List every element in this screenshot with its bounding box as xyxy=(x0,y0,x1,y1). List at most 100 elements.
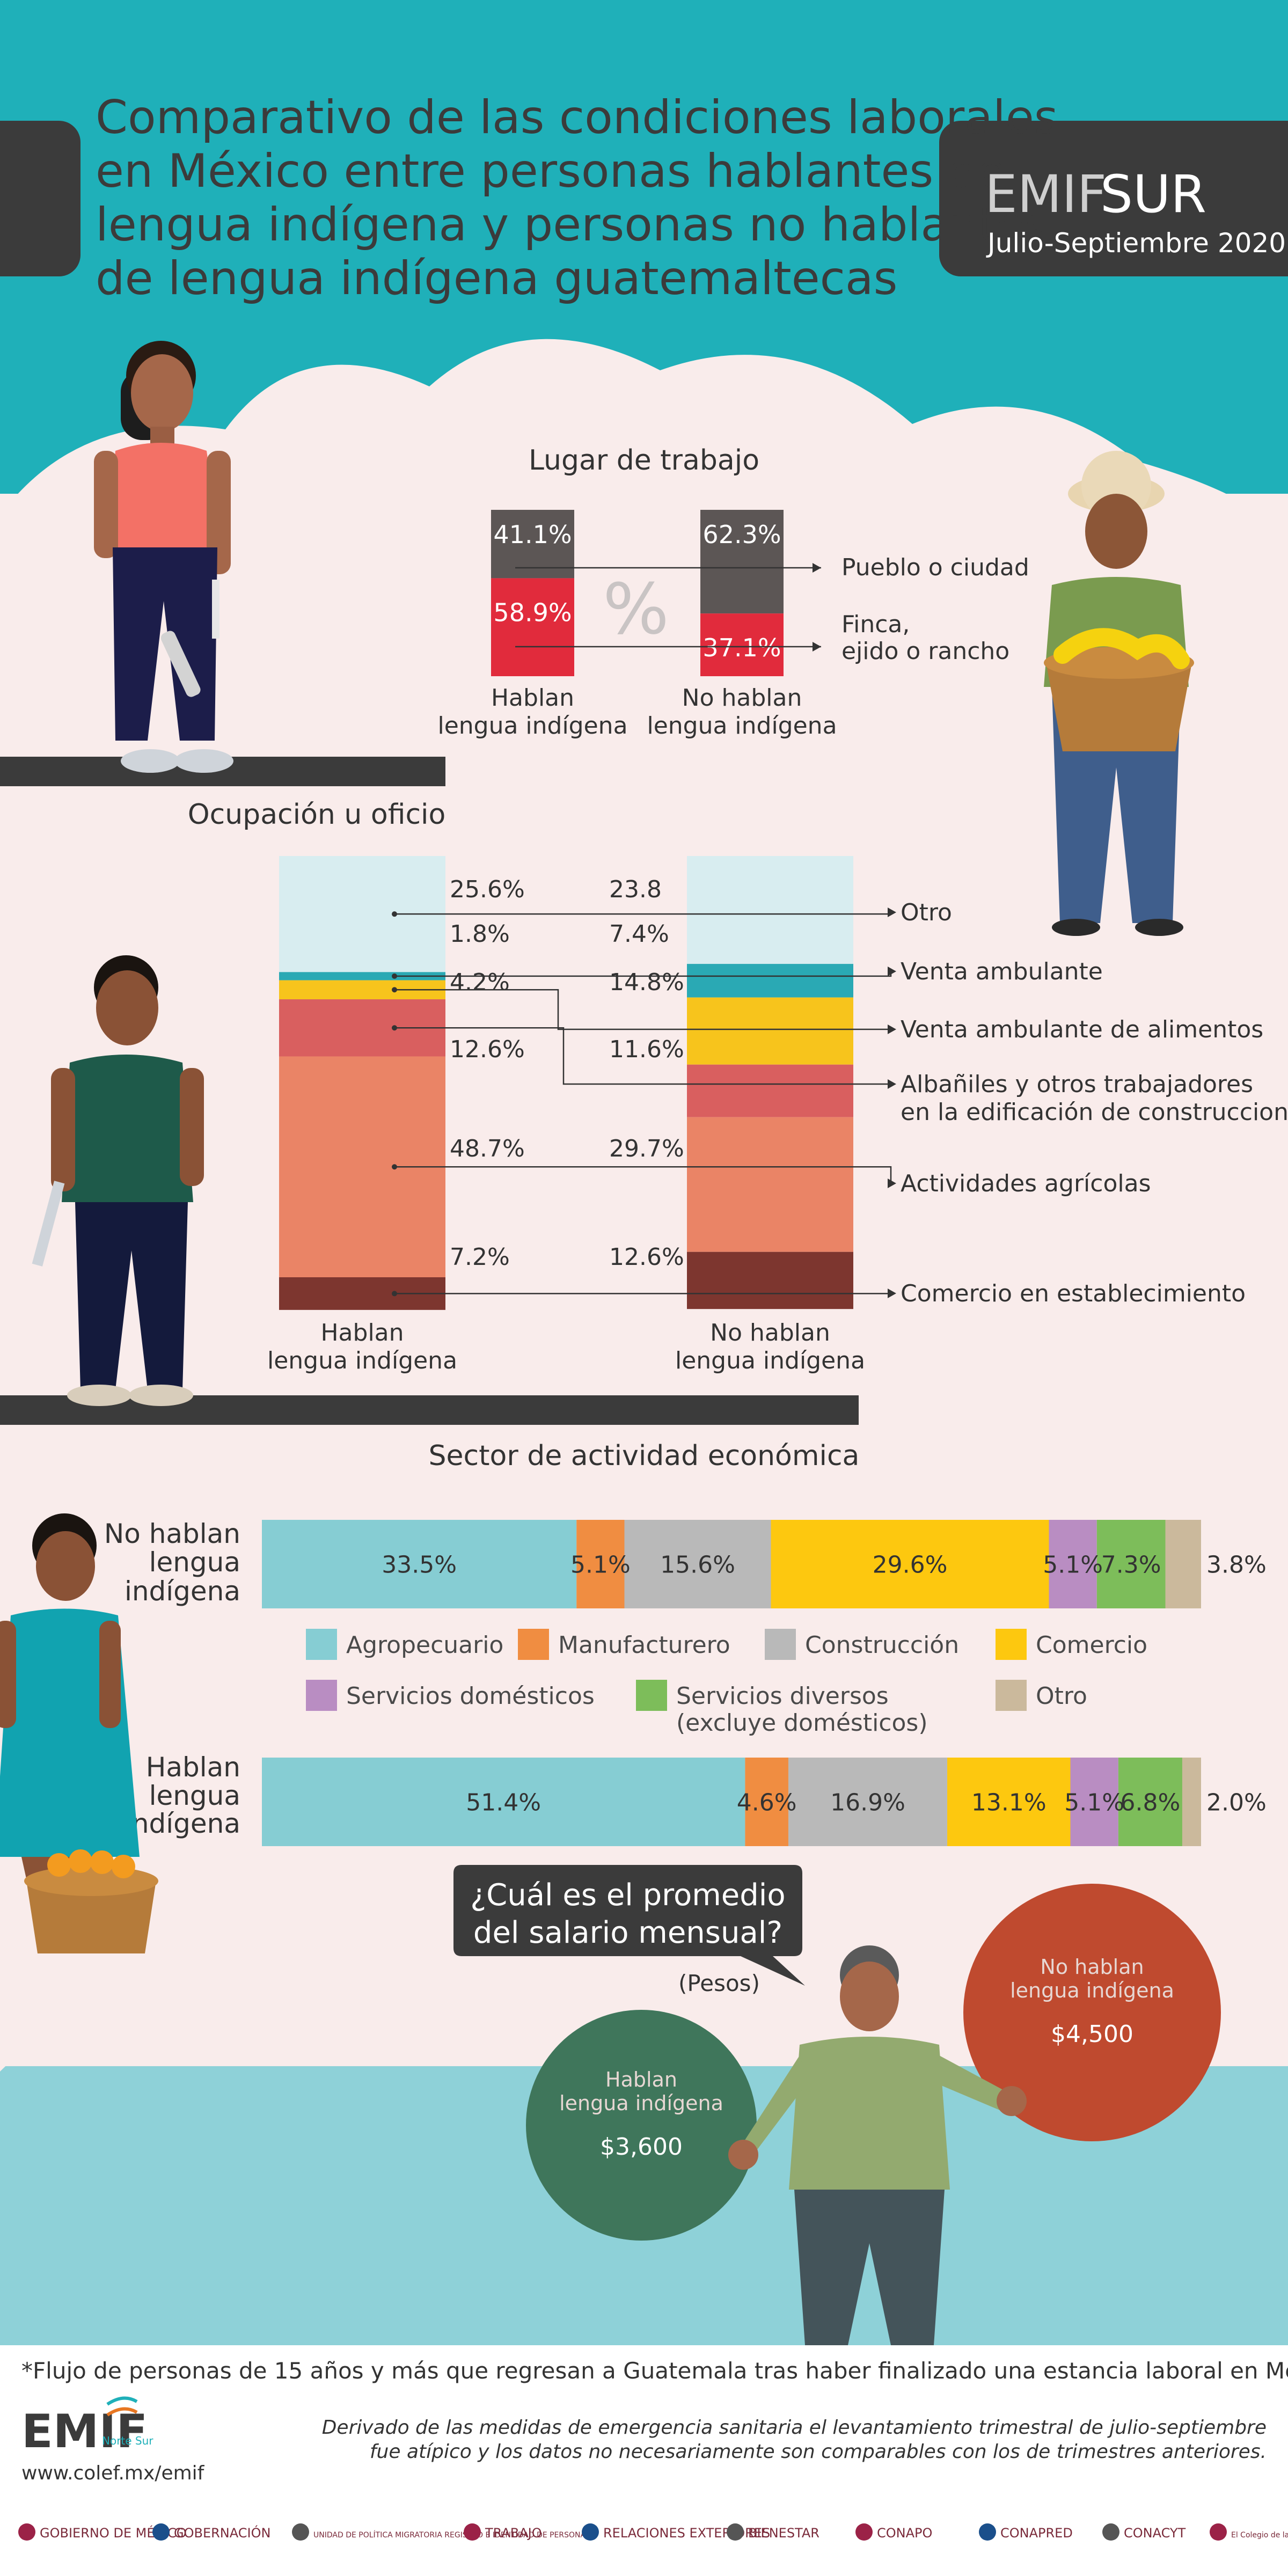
woman-painter-illustration xyxy=(94,341,233,773)
title-line: en México entre personas hablantes de xyxy=(96,144,1006,198)
sector-value: 15.6% xyxy=(660,1552,735,1579)
sponsor-logo: TRABAJO xyxy=(464,2523,542,2541)
salary-label: lengua indígena xyxy=(559,2091,723,2115)
footnote: *Flujo de personas de 15 años y más que … xyxy=(21,2358,1288,2384)
legend-label: Servicios diversos xyxy=(676,1682,889,1710)
emif-logo: EMIF Norte Sur xyxy=(21,2396,153,2458)
salary-value: $3,600 xyxy=(600,2133,683,2161)
sector-value: 5.1% xyxy=(570,1552,631,1579)
legend-label: Agropecuario xyxy=(346,1631,503,1659)
man-wrench-illustration xyxy=(32,955,204,1406)
sector-segment xyxy=(1070,1758,1118,1846)
sponsor-name: CONACYT xyxy=(1124,2526,1186,2541)
ocupacion-no-hablan-value: 23.8 xyxy=(609,876,662,903)
sector-value: 33.5% xyxy=(382,1552,457,1579)
sponsor-name: El Colegio de la Frontera Norte xyxy=(1231,2531,1288,2540)
ocupacion-hablan-value: 48.7% xyxy=(450,1135,525,1162)
sector-row-label: indígena xyxy=(125,1808,240,1839)
legend-item: Manufacturero xyxy=(518,1629,730,1660)
ocupacion-no-hablan-value: 11.6% xyxy=(609,1036,684,1063)
sector-value: 7.3% xyxy=(1101,1552,1161,1579)
brand-emif: EMIF xyxy=(985,164,1107,224)
lugar-bar-pueblo xyxy=(700,510,784,614)
ocupacion-bar-no-hablan xyxy=(687,997,853,1065)
ocupacion-title: Ocupación u oficio xyxy=(188,799,446,831)
sponsor-logo: El Colegio de la Frontera Norte xyxy=(1210,2523,1288,2541)
website-link[interactable]: www.colef.mx/emif xyxy=(21,2462,205,2484)
salary-circle xyxy=(963,1884,1221,2141)
sponsor-logo: BIENESTAR xyxy=(727,2523,819,2541)
legend-label: Servicios domésticos xyxy=(346,1682,595,1710)
lugar-cat-finca: ejido o rancho xyxy=(841,638,1009,665)
man-presenting-illustration xyxy=(728,1945,1027,2345)
man-bananas-illustration xyxy=(1044,451,1194,936)
sector-row-label: Hablan xyxy=(146,1752,240,1783)
sector-chart: 33.5% 5.1% 15.6% 29.6% 5.1%7.3% 3.8%No hablan… xyxy=(104,1518,1267,1846)
sector-segment xyxy=(1165,1520,1201,1608)
sponsor-name: GOBERNACIÓN xyxy=(174,2524,270,2541)
salary-value: $4,500 xyxy=(1051,2021,1133,2048)
sponsor-logo: UNIDAD DE POLÍTICA MIGRATORIA REGISTRO E… xyxy=(292,2523,590,2541)
legend-swatch xyxy=(518,1629,549,1660)
sector-value: 6.8% xyxy=(1121,1789,1181,1817)
lugar-cat-pueblo: Pueblo o ciudad xyxy=(841,554,1029,581)
lugar-pueblo-value: 41.1% xyxy=(493,520,572,549)
sector-row-label: lengua xyxy=(149,1547,240,1578)
legend-swatch xyxy=(636,1680,667,1711)
sector-value: 3.8% xyxy=(1206,1552,1267,1579)
ocupacion-row: 1.8% 7.4% Venta ambulante xyxy=(392,920,1103,985)
ocupacion-bar-no-hablan xyxy=(687,1252,853,1309)
ocupacion-category: Albañiles y otros trabajadores xyxy=(901,1071,1253,1098)
sponsor-logo: CONACYT xyxy=(1102,2523,1186,2541)
legend-swatch xyxy=(306,1680,337,1711)
legend-swatch xyxy=(996,1680,1027,1711)
ocupacion-group-label: Hablan xyxy=(320,1319,404,1346)
lugar-group-label: lengua indígena xyxy=(437,712,627,740)
ocupacion-no-hablan-value: 7.4% xyxy=(609,920,669,948)
sponsor-name: UNIDAD DE POLÍTICA MIGRATORIA REGISTRO E… xyxy=(313,2530,590,2540)
legend-label: (excluye domésticos) xyxy=(676,1709,928,1737)
legend-swatch xyxy=(306,1629,337,1660)
brand-box xyxy=(939,121,1288,276)
disclaimer-line: Derivado de las medidas de emergencia sa… xyxy=(322,2417,1267,2439)
ocupacion-hablan-value: 1.8% xyxy=(450,920,510,948)
left-tab xyxy=(0,121,80,276)
sector-value: 13.1% xyxy=(971,1789,1046,1817)
legend-item: Comercio xyxy=(996,1629,1147,1660)
logo-sub: Norte Sur xyxy=(102,2434,153,2447)
legend-label: Manufacturero xyxy=(558,1631,730,1659)
page-title: Comparativo de las condiciones laborales… xyxy=(96,91,1058,305)
ocupacion-group-label: lengua indígena xyxy=(675,1347,865,1374)
sector-segment xyxy=(745,1758,788,1846)
sponsor-logo: GOBERNACIÓN xyxy=(152,2523,270,2541)
lugar-title: Lugar de trabajo xyxy=(529,444,759,477)
lugar-group-label: Hablan xyxy=(491,684,574,712)
ocupacion-no-hablan-value: 29.7% xyxy=(609,1135,684,1162)
lugar-arrow-pueblo xyxy=(515,563,821,573)
sector-segment xyxy=(1096,1520,1166,1608)
logo-text: EMIF xyxy=(21,2405,148,2458)
title-line: de lengua indígena guatemaltecas xyxy=(96,252,897,305)
ocupacion-hablan-value: 25.6% xyxy=(450,876,525,903)
sector-value: 29.6% xyxy=(873,1552,948,1579)
lugar-finca-value: 37.1% xyxy=(702,633,781,662)
lugar-pueblo-value: 62.3% xyxy=(702,520,781,549)
cloud-bottom xyxy=(0,1880,1288,2072)
lugar-group-label: No hablan xyxy=(682,684,802,712)
ocupacion-row: 48.7% 29.7% Actividades agrícolas xyxy=(392,1135,1151,1197)
lugar-cat-finca: Finca, xyxy=(841,611,910,638)
sponsor-name: TRABAJO xyxy=(485,2526,542,2541)
ocupacion-hablan-value: 4.2% xyxy=(450,969,510,996)
sector-row-label: No hablan xyxy=(104,1518,240,1549)
brand-period: Julio-Septiembre 2020 xyxy=(986,228,1286,259)
sector-row-label: indígena xyxy=(125,1576,240,1607)
ocupacion-row: 4.2% 14.8% Venta ambulante de alimentos xyxy=(392,969,1263,1043)
lugar-bar-finca xyxy=(491,578,574,676)
sponsor-name: CONAPO xyxy=(877,2526,932,2541)
